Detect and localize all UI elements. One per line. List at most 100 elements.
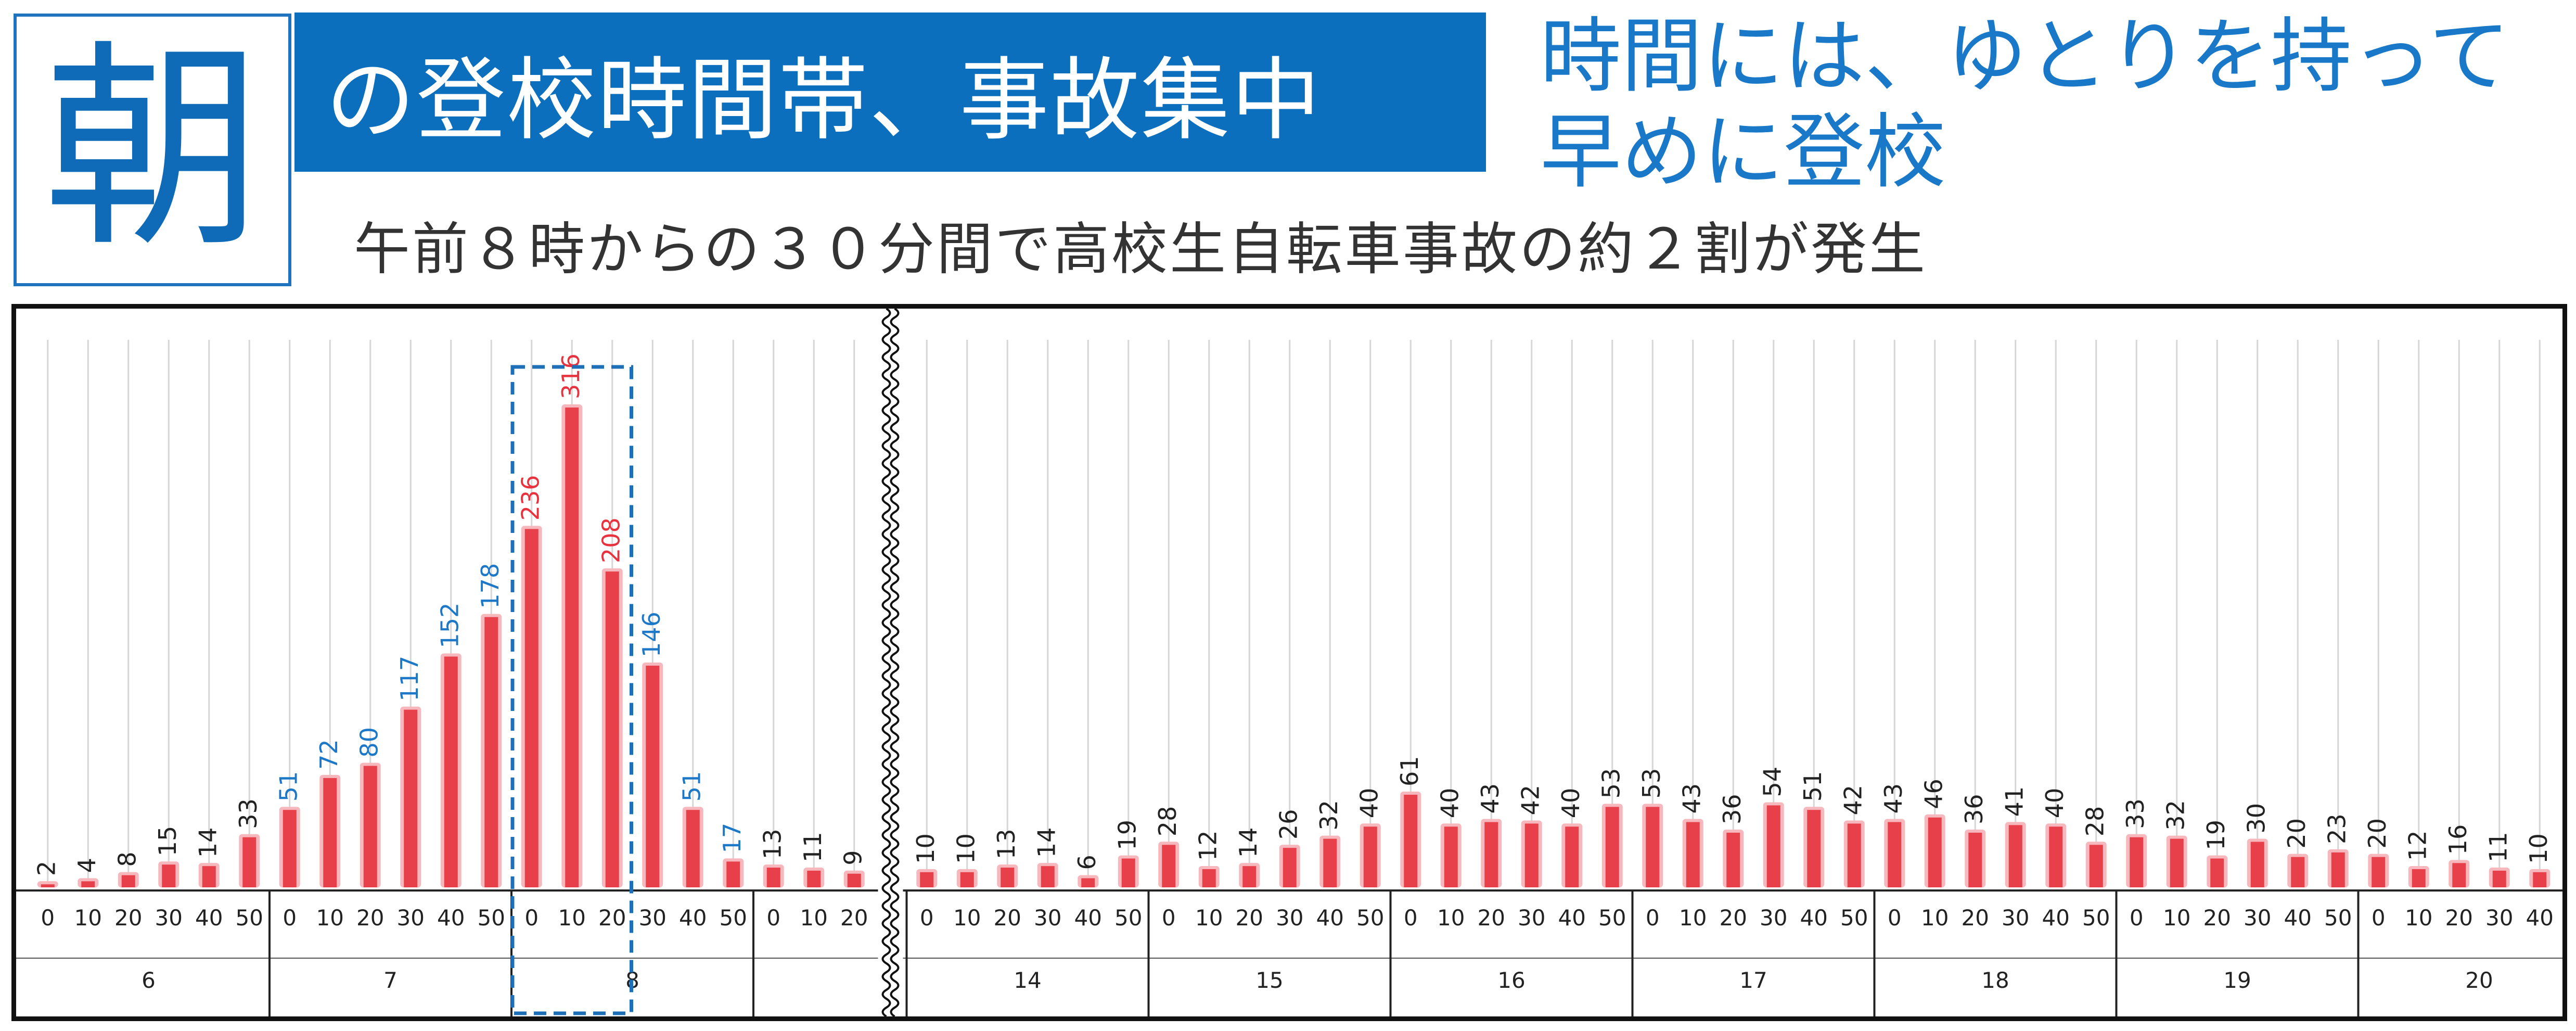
bar (2372, 857, 2386, 887)
bar-value-label: 51 (678, 771, 706, 802)
minute-tick-label: 20 (1720, 905, 1747, 931)
bar-value-label: 28 (2081, 806, 2109, 837)
slogan-line-2: 早めに登校 (1540, 105, 1946, 200)
bar-value-label: 36 (1960, 794, 1988, 824)
bar-value-label: 72 (315, 739, 343, 770)
minute-tick-label: 30 (1276, 905, 1303, 931)
bar-value-label: 32 (1315, 800, 1343, 831)
bar-value-label: 152 (436, 603, 464, 648)
minute-tick-label: 30 (397, 905, 425, 931)
bar-value-label: 40 (2041, 788, 2069, 819)
hour-tick-label: 20 (2465, 968, 2493, 993)
page-title: の登校時間帯、事故集中 (326, 48, 1322, 152)
bar (81, 881, 95, 887)
minute-tick-label: 40 (2042, 905, 2070, 931)
bar-value-label: 53 (1637, 768, 1665, 799)
bar-value-label: 4 (73, 858, 101, 873)
bar-value-label: 43 (1879, 783, 1907, 814)
minute-tick-label: 0 (766, 905, 780, 931)
bar (1121, 858, 1135, 887)
minute-tick-label: 10 (1921, 905, 1949, 931)
minute-tick-label: 30 (1518, 905, 1545, 931)
minute-tick-label: 50 (1114, 905, 1142, 931)
minute-tick-label: 0 (41, 905, 55, 931)
minute-tick-label: 10 (2163, 905, 2190, 931)
bar-value-label: 40 (1557, 788, 1585, 819)
bar-value-label: 14 (194, 828, 222, 858)
minute-tick-label: 10 (74, 905, 102, 931)
chart-frame: 2 0 4 10 8 20 15 30 14 40 33 50 51 0 72 10 80 20 117 30 152 4… (11, 304, 2567, 1021)
bar-value-label: 32 (2162, 800, 2190, 831)
bar (1928, 817, 1942, 887)
minute-tick-label: 10 (953, 905, 981, 931)
bar (565, 408, 579, 887)
bar-value-label: 36 (1718, 794, 1746, 824)
title-banner: の登校時間帯、事故集中 (294, 12, 1486, 172)
minute-tick-label: 10 (800, 905, 828, 931)
axis-break-line (890, 309, 900, 1016)
bar-value-label: 13 (992, 829, 1020, 860)
bar (766, 868, 780, 887)
minute-tick-label: 0 (2372, 905, 2386, 931)
bar (444, 656, 458, 887)
bar-value-label: 6 (1073, 855, 1101, 870)
minute-tick-label: 30 (2244, 905, 2271, 931)
bar (363, 766, 377, 887)
minute-tick-label: 30 (1034, 905, 1061, 931)
slogan: 時間には、ゆとりを持って 早めに登校 (1540, 8, 2560, 200)
bar (121, 875, 135, 887)
bar-value-label: 26 (1275, 809, 1303, 840)
minute-tick-label: 0 (283, 905, 297, 931)
bar-value-label: 43 (1678, 783, 1706, 814)
bar (283, 810, 297, 887)
minute-tick-label: 40 (1316, 905, 1344, 931)
bar-value-label: 11 (2484, 832, 2513, 862)
minute-tick-label: 20 (2203, 905, 2231, 931)
minute-tick-label: 20 (356, 905, 384, 931)
minute-tick-label: 30 (2485, 905, 2513, 931)
bar (2210, 858, 2224, 887)
bar (605, 571, 619, 887)
hour-tick-label: 15 (1255, 968, 1283, 993)
minute-tick-label: 40 (195, 905, 223, 931)
minute-tick-label: 0 (524, 905, 539, 931)
bar-value-label: 316 (557, 353, 585, 399)
bar (404, 709, 418, 887)
bar (686, 810, 700, 887)
bar (2452, 863, 2466, 887)
minute-tick-label: 0 (1888, 905, 1902, 931)
minute-tick-label: 20 (598, 905, 626, 931)
minute-tick-label: 10 (1437, 905, 1465, 931)
minute-tick-label: 10 (316, 905, 344, 931)
bar (1323, 838, 1337, 887)
minute-tick-label: 50 (478, 905, 505, 931)
bar-value-label: 2 (33, 861, 61, 876)
bar-value-label: 53 (1597, 768, 1625, 799)
bar (1404, 795, 1418, 887)
bar-value-label: 43 (1476, 783, 1504, 814)
bar (646, 666, 660, 887)
minute-tick-label: 10 (1679, 905, 1707, 931)
minute-tick-label: 50 (2324, 905, 2352, 931)
bar-value-label: 51 (275, 771, 303, 802)
minute-tick-label: 50 (1840, 905, 1868, 931)
bar (1766, 805, 1780, 887)
bar-value-label: 17 (718, 823, 746, 854)
bar-value-label: 208 (597, 517, 625, 563)
bar (242, 837, 257, 887)
bar-value-label: 51 (1799, 771, 1827, 802)
bar-value-label: 13 (759, 829, 787, 860)
peak-highlight-box (510, 365, 633, 1015)
bar-value-label: 23 (2323, 813, 2351, 844)
bar-value-label: 28 (1154, 806, 1182, 837)
bar-value-label: 40 (1355, 788, 1383, 819)
bar-value-label: 42 (1517, 785, 1545, 816)
minute-tick-label: 10 (558, 905, 586, 931)
bar-value-label: 146 (637, 612, 665, 657)
bar-value-label: 10 (2524, 833, 2553, 864)
minute-tick-label: 0 (1646, 905, 1660, 931)
minute-tick-label: 30 (2002, 905, 2029, 931)
bar (2291, 857, 2305, 887)
bar (807, 870, 821, 887)
bar (1242, 866, 1257, 887)
